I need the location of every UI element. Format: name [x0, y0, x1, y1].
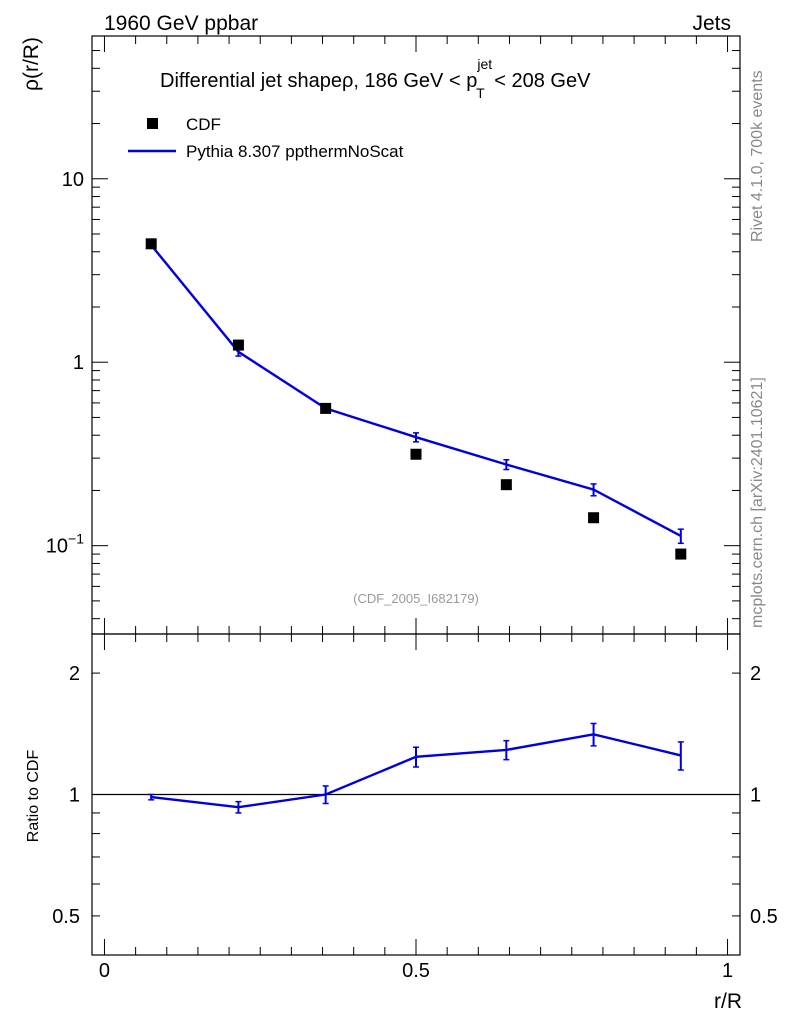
x-tick-labels: 0 0.5 1	[99, 960, 733, 982]
chart-title-tail: < 208 GeV	[489, 70, 591, 92]
cdf-point	[500, 479, 512, 491]
chart-title: Differential jet shapeρ, 186 GeV < pjet T…	[160, 56, 591, 101]
cdf-point	[588, 512, 600, 524]
x-axis-label: r/R	[714, 990, 742, 1013]
ratio-y-tick-label-left: 1	[69, 785, 80, 807]
cdf-point	[232, 339, 244, 351]
header-right: Jets	[692, 12, 731, 35]
ratio-y-tick-label-right: 0.5	[750, 906, 778, 928]
x-tick-label: 0.5	[402, 960, 430, 982]
ratio-y-tick-label-right: 2	[750, 663, 761, 685]
ratio-ticks	[92, 634, 740, 956]
ratio-y-axis-label: Ratio to CDF	[25, 750, 42, 843]
main-y-tick-label: 10	[62, 169, 84, 191]
rivet-label: Rivet 4.1.0, 700k events	[749, 70, 766, 242]
ratio-panel: 2 21 10.5 0.5 0 0.5 1 Ratio to CDF r/R	[25, 633, 778, 1013]
main-y-tick-label-base: 10	[46, 536, 68, 558]
cdf-point	[675, 548, 687, 560]
legend-cdf-marker	[147, 118, 158, 129]
ratio-y-tick-label-left: 0.5	[52, 906, 80, 928]
main-ticks	[92, 35, 740, 634]
main-y-axis-label: ρ(r/R)	[20, 37, 43, 91]
main-y-tick-label-exp: −1	[68, 531, 84, 547]
mcplots-label: mcplots.cern.ch [arXiv:2401.10621]	[749, 377, 766, 628]
ratio-y-tick-labels: 2 2 1 1 0.5 0.5	[52, 663, 778, 928]
chart-title-sup: jet	[476, 56, 492, 72]
cdf-point	[320, 402, 332, 414]
cdf-point	[145, 238, 157, 250]
cdf-point	[410, 448, 422, 460]
ratio-y-tick-label-right: 1	[750, 785, 761, 807]
main-y-tick-label: 1	[73, 352, 84, 374]
ratio-series	[92, 722, 740, 814]
header-left: 1960 GeV ppbar	[104, 12, 258, 35]
main-series	[145, 238, 687, 560]
x-tick-label: 1	[722, 960, 733, 982]
chart-title-sub: T	[476, 85, 485, 101]
ratio-line	[151, 733, 682, 809]
legend-pythia-label: Pythia 8.307 ppthermNoScat	[186, 142, 404, 161]
x-tick-label: 0	[99, 960, 110, 982]
analysis-watermark: (CDF_2005_I682179)	[353, 591, 479, 606]
main-y-tick-label: 10−1	[46, 531, 84, 558]
legend-cdf-label: CDF	[186, 115, 221, 134]
pythia-line	[150, 244, 682, 537]
chart-title-main: Differential jet shapeρ, 186 GeV < p	[160, 70, 477, 92]
ratio-y-tick-label-left: 2	[69, 663, 80, 685]
